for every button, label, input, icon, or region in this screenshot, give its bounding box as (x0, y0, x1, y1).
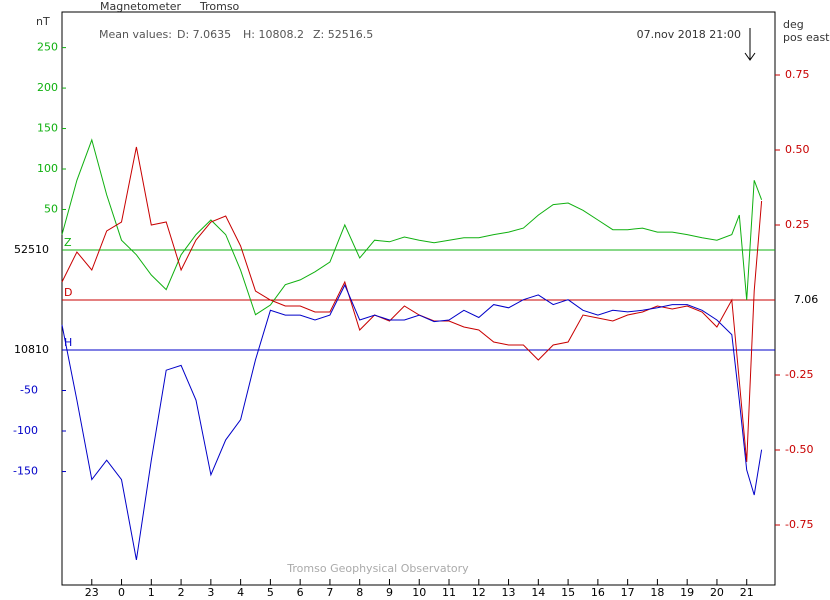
x-tick-label: 15 (561, 586, 575, 599)
station-name: Tromso (199, 0, 240, 13)
x-tick-label: 11 (442, 586, 456, 599)
y-tick-label: 100 (37, 162, 58, 175)
mean-value: Z: 52516.5 (313, 28, 373, 41)
x-tick-label: 19 (680, 586, 694, 599)
time-marker: 07.nov 2018 21:00 (637, 28, 741, 41)
y2-tick-label: -0.75 (785, 518, 813, 531)
x-tick-label: 2 (178, 586, 185, 599)
chart-title: Magnetometer (100, 0, 182, 13)
y-tick-label: 50 (44, 202, 58, 215)
baseline-label: 52510 (14, 243, 49, 256)
mean-values-label: Mean values: (99, 28, 172, 41)
x-tick-label: 13 (502, 586, 516, 599)
mean-value: D: 7.0635 (177, 28, 231, 41)
x-tick-label: 10 (412, 586, 426, 599)
x-tick-label: 14 (531, 586, 545, 599)
y2-tick-label: 0.50 (785, 143, 810, 156)
x-tick-label: 8 (356, 586, 363, 599)
y2-axis-label: deg (783, 18, 804, 31)
y-tick-label: 250 (37, 41, 58, 54)
baseline-label: 7.06 (794, 293, 819, 306)
y2-axis-label: pos east (783, 31, 830, 44)
x-tick-label: 5 (267, 586, 274, 599)
x-tick-label: 20 (710, 586, 724, 599)
x-tick-label: 12 (472, 586, 486, 599)
legend-label: D (64, 286, 72, 299)
series-line (61, 283, 763, 560)
x-tick-label: 23 (85, 586, 99, 599)
x-tick-label: 17 (621, 586, 635, 599)
mean-value: H: 10808.2 (243, 28, 304, 41)
y2-tick-label: 0.75 (785, 68, 810, 81)
x-tick-label: 0 (118, 586, 125, 599)
series-line (61, 146, 763, 463)
x-tick-label: 6 (297, 586, 304, 599)
h-tick-label: -150 (13, 465, 38, 478)
y-tick-label: 150 (37, 122, 58, 135)
x-tick-label: 4 (237, 586, 244, 599)
y2-tick-label: 0.25 (785, 218, 810, 231)
y2-tick-label: -0.25 (785, 368, 813, 381)
h-tick-label: -50 (20, 383, 38, 396)
y2-tick-label: -0.50 (785, 443, 813, 456)
legend-label: Z (64, 236, 72, 249)
x-tick-label: 9 (386, 586, 393, 599)
series-line (61, 138, 763, 316)
y-tick-label: 200 (37, 81, 58, 94)
time-arrow (744, 28, 756, 61)
baseline-label: 10810 (14, 343, 49, 356)
plot-frame (61, 11, 776, 586)
x-tick-label: 21 (740, 586, 754, 599)
x-tick-label: 1 (148, 586, 155, 599)
footer: Tromso Geophysical Observatory (286, 562, 469, 575)
x-tick-label: 7 (326, 586, 333, 599)
x-tick-label: 3 (207, 586, 214, 599)
x-tick-label: 16 (591, 586, 605, 599)
y-axis-label: nT (36, 15, 50, 28)
h-tick-label: -100 (13, 424, 38, 437)
x-tick-label: 18 (650, 586, 664, 599)
legend-label: H (64, 336, 72, 349)
